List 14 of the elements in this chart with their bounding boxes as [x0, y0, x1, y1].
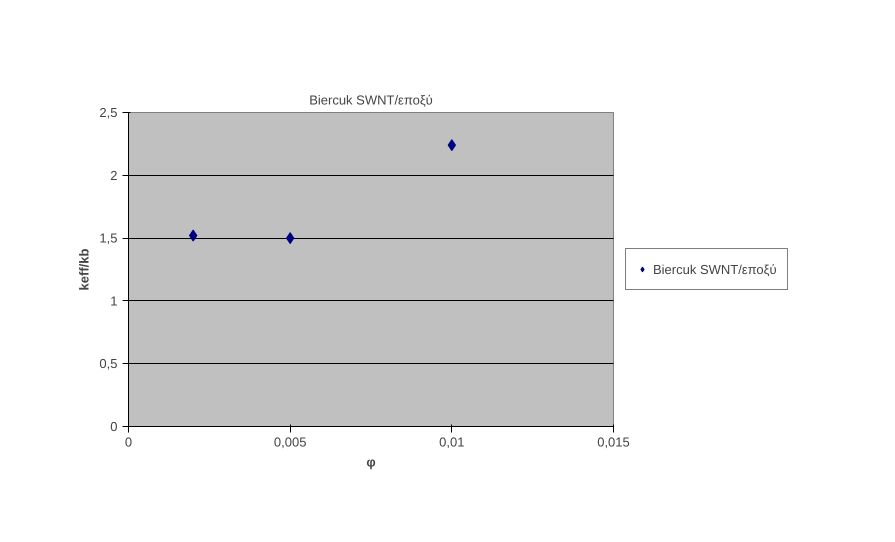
y-tick-label: 1,5: [99, 230, 118, 246]
x-tick-label: 0,015: [597, 434, 630, 450]
x-tick-label: 0,01: [439, 434, 464, 450]
x-tick-label: 0: [124, 434, 132, 450]
y-tick-label: 0,5: [99, 356, 118, 372]
y-axis-title: keff/kb: [76, 248, 92, 290]
x-tick-label: 0,005: [274, 434, 306, 450]
chart-title: Biercuk SWNT/εποξύ: [309, 92, 433, 108]
legend-label: Biercuk SWNT/εποξύ: [653, 262, 777, 276]
y-tick-label: 0: [110, 419, 118, 434]
x-axis-title: φ: [366, 454, 376, 470]
y-tick-label: 2,5: [99, 105, 118, 120]
y-tick-label: 1: [110, 293, 118, 308]
y-tick-label: 2: [110, 168, 118, 183]
